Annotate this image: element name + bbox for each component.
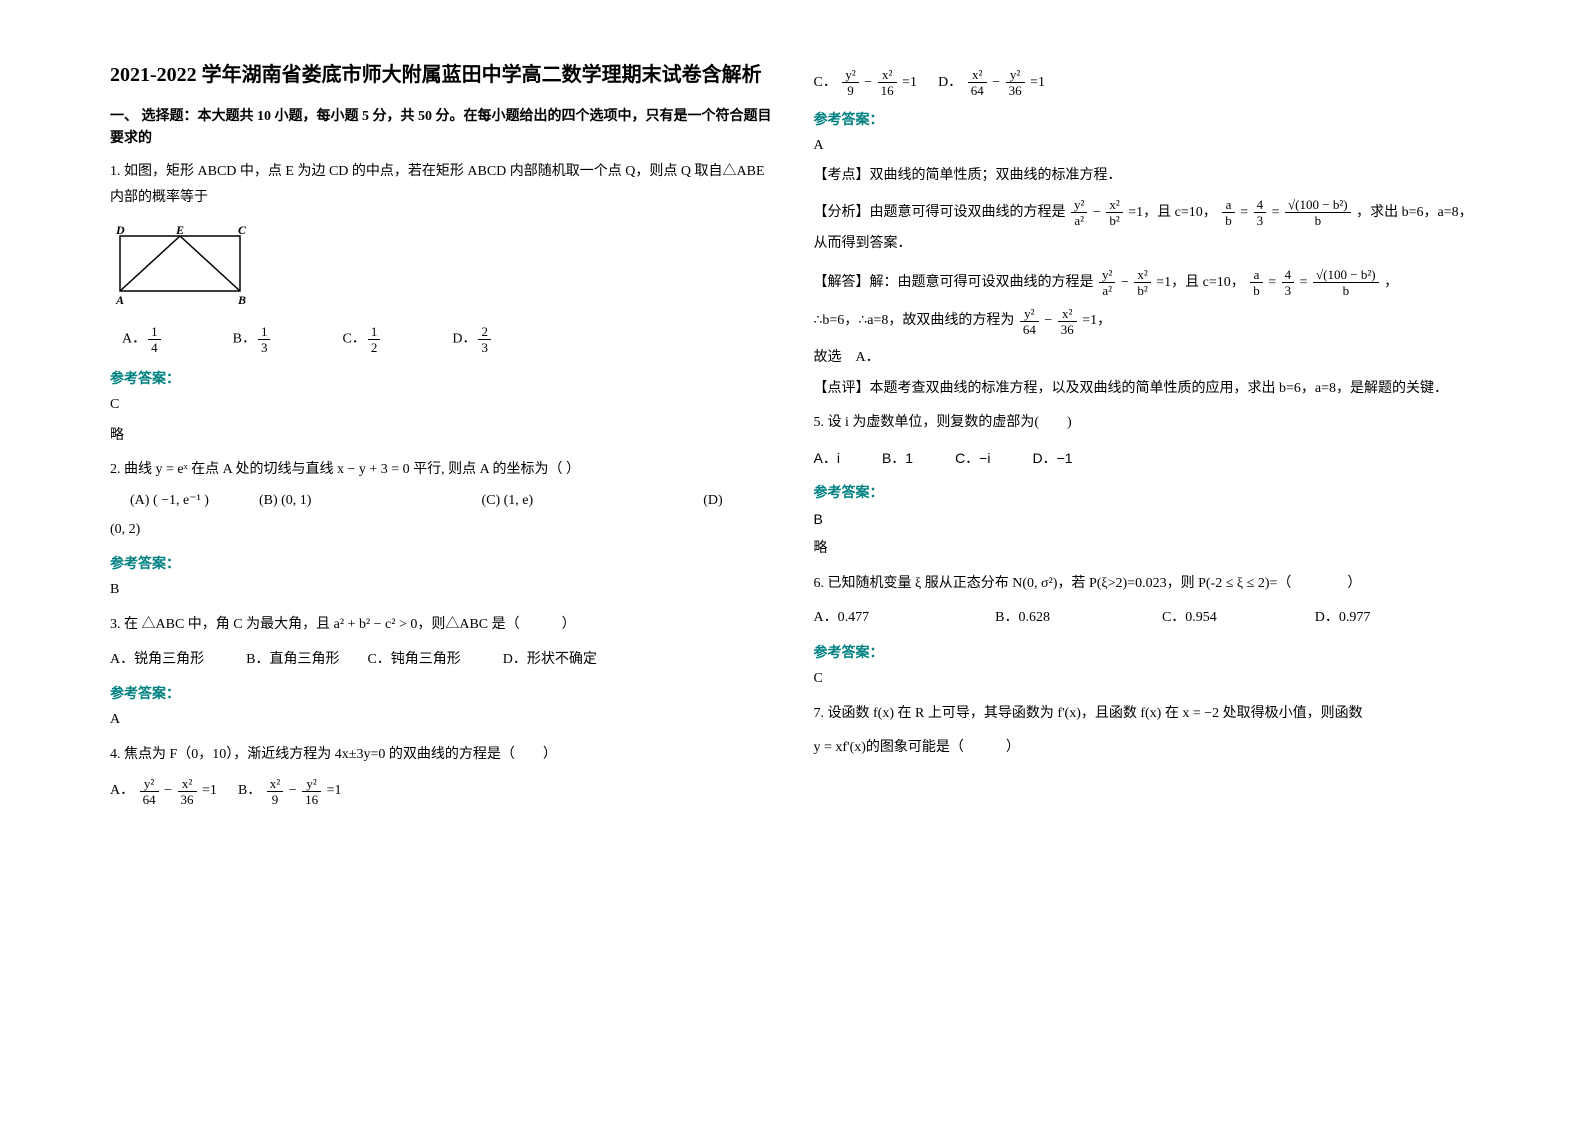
svg-text:B: B bbox=[237, 293, 246, 306]
q2-optD-val: (0, 2) bbox=[110, 517, 774, 544]
q3-answer-label: 参考答案： bbox=[110, 683, 774, 703]
q1-note: 略 bbox=[110, 423, 774, 450]
q4-fenxi: 【分析】由题意可得可设双曲线的方程是 y²a² − x²b² =1，且 c=10… bbox=[814, 198, 1478, 260]
q3-opts: A．锐角三角形 B．直角三角形 C．钝角三角形 D．形状不确定 bbox=[110, 647, 774, 674]
q6-text: 6. 已知随机变量 ξ 服从正态分布 N(0, σ²)，若 P(ξ>2)=0.0… bbox=[814, 571, 1478, 598]
q2-text: 2. 曲线 y = eˣ 在点 A 处的切线与直线 x − y + 3 = 0 … bbox=[110, 457, 774, 484]
section-heading: 一、 选择题：本大题共 10 小题，每小题 5 分，共 50 分。在每小题给出的… bbox=[110, 106, 774, 151]
q3-text: 3. 在 △ABC 中，角 C 为最大角，且 a² + b² − c² > 0，… bbox=[110, 612, 774, 639]
q1-optB: B． bbox=[233, 332, 256, 347]
q4-answer-label: 参考答案： bbox=[814, 109, 1478, 129]
q1-options: A．14 B．13 C．12 D．23 bbox=[122, 325, 774, 354]
q5-answer-label: 参考答案： bbox=[814, 482, 1478, 502]
q1-optC: C． bbox=[342, 332, 365, 347]
q4-answer: A bbox=[814, 133, 1478, 160]
q1-text: 1. 如图，矩形 ABCD 中，点 E 为边 CD 的中点，若在矩形 ABCD … bbox=[110, 159, 774, 212]
exam-title: 2021-2022 学年湖南省娄底市师大附属蓝田中学高二数学理期末试卷含解析 bbox=[110, 60, 774, 90]
q4-text: 4. 焦点为 F（0，10），渐近线方程为 4x±3y=0 的双曲线的方程是（ … bbox=[110, 742, 774, 769]
q4-conclusion: ∴b=6，∴a=8，故双曲线的方程为 y²64 − x²36 =1， bbox=[814, 306, 1478, 337]
q3-answer: A bbox=[110, 707, 774, 734]
q2-answer: B bbox=[110, 577, 774, 604]
q4-opts-ab: A． y²64 − x²36 =1 B． x²9 − y²16 =1 bbox=[110, 776, 774, 807]
q7-text2: y = xf'(x)的图象可能是（ ） bbox=[814, 735, 1478, 762]
q4-opts-cd: C． y²9 − x²16 =1 D． x²64 − y²36 =1 bbox=[814, 68, 1478, 99]
q4-guxuan: 故选 A． bbox=[814, 345, 1478, 372]
q4-kaodian: 【考点】双曲线的简单性质；双曲线的标准方程． bbox=[814, 163, 1478, 190]
q4-jieda: 【解答】解：由题意可得可设双曲线的方程是 y²a² − x²b² =1，且 c=… bbox=[814, 268, 1478, 299]
q5-text: 5. 设 i 为虚数单位，则复数的虚部为( ) bbox=[814, 410, 1478, 437]
q5-answer: B bbox=[814, 506, 1478, 533]
q1-answer: C bbox=[110, 392, 774, 419]
q6-answer-label: 参考答案： bbox=[814, 642, 1478, 662]
q7-text: 7. 设函数 f(x) 在 R 上可导，其导函数为 f'(x)，且函数 f(x)… bbox=[814, 701, 1478, 728]
q2-options-row1: (A) ( −1, e⁻¹ ) (B) (0, 1) (C) (1, e) (D… bbox=[130, 492, 774, 509]
q1-answer-label: 参考答案： bbox=[110, 368, 774, 388]
q1-optA: A． bbox=[122, 332, 146, 347]
q4-dianping: 【点评】本题考查双曲线的标准方程，以及双曲线的简单性质的应用，求出 b=6，a=… bbox=[814, 376, 1478, 403]
q6-answer: C bbox=[814, 666, 1478, 693]
q5-note: 略 bbox=[814, 536, 1478, 563]
q6-opts: A．0.477 B．0.628 C．0.954 D．0.977 bbox=[814, 605, 1478, 632]
svg-text:A: A bbox=[115, 293, 124, 306]
q1-diagram: D E C A B bbox=[110, 226, 774, 311]
svg-text:E: E bbox=[175, 226, 184, 237]
q2-answer-label: 参考答案： bbox=[110, 553, 774, 573]
q5-opts: A．i B．1 C．−i D．−1 bbox=[814, 445, 1478, 472]
svg-text:D: D bbox=[115, 226, 125, 237]
q1-optD: D． bbox=[452, 332, 476, 347]
svg-text:C: C bbox=[238, 226, 247, 237]
